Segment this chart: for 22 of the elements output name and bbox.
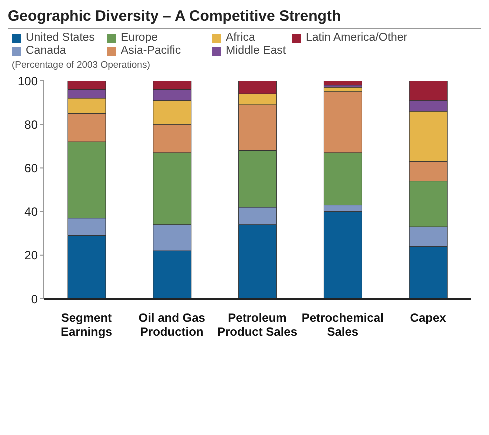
legend-label: Asia-Pacific	[121, 45, 182, 57]
chart-title: Geographic Diversity – A Competitive Strength	[8, 8, 481, 29]
y-tick-label: 0	[31, 292, 38, 306]
legend-label: Europe	[121, 32, 158, 44]
x-tick-label: Petrochemical Sales	[302, 311, 384, 339]
x-tick-label: Petroleum Product Sales	[217, 311, 298, 339]
legend-label: Africa	[226, 32, 256, 44]
x-tick-label: Capex	[410, 311, 447, 325]
bar	[324, 85, 362, 88]
legend-label: Middle East	[226, 45, 286, 57]
chart-subtitle: (Percentage of 2003 Operations)	[12, 60, 152, 71]
y-tick-label: 100	[18, 74, 38, 88]
legend-label: United States	[26, 32, 96, 44]
x-tick-label: Oil and Gas Production	[138, 311, 206, 339]
y-tick-label: 80	[24, 118, 38, 132]
y-tick-label: 20	[24, 248, 38, 263]
y-tick-label: 40	[24, 205, 38, 220]
bar	[324, 81, 362, 86]
legend-label: Latin America/Other	[306, 32, 408, 44]
x-tick-label: Segment Earnings	[61, 311, 113, 339]
y-tick-label: 60	[24, 161, 38, 176]
legend-label: Canada	[26, 45, 66, 57]
